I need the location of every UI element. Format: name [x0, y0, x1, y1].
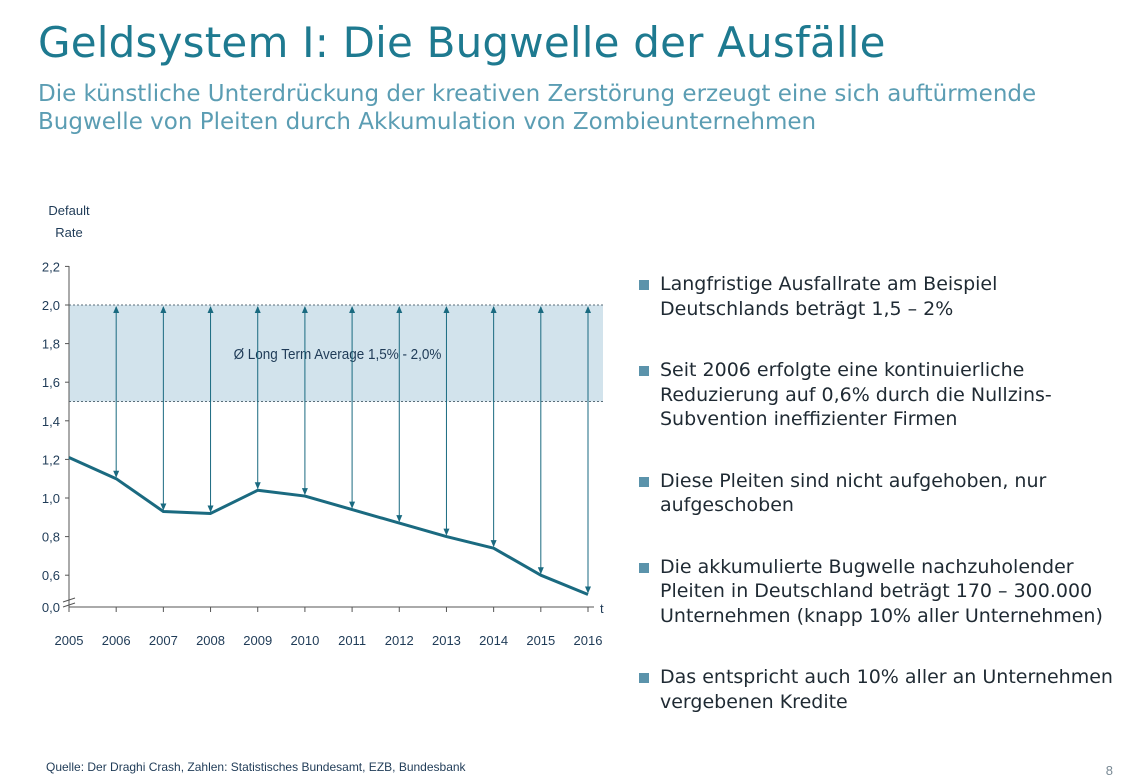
- y-tick-label: 1,4: [42, 414, 60, 429]
- gap-arrow: [396, 306, 403, 523]
- bullet-text: Langfristige Ausfallrate am Beispiel Deu…: [660, 273, 998, 320]
- bullet-item: Langfristige Ausfallrate am Beispiel Deu…: [638, 272, 1118, 321]
- x-axis-label: t: [600, 601, 604, 616]
- y-tick-label: 1,0: [42, 491, 60, 506]
- x-tick-label: 2011: [338, 633, 366, 648]
- bullet-text: Die akkumulierte Bugwelle nachzuholender…: [660, 555, 1103, 627]
- long-term-average-band: [69, 305, 603, 402]
- x-tick-label: 2009: [243, 633, 272, 648]
- default-rate-series-line: [68, 456, 589, 596]
- y-tick-label: 1,8: [42, 337, 60, 352]
- bullet-item: Die akkumulierte Bugwelle nachzuholender…: [638, 555, 1118, 629]
- bullet-square-icon: [639, 280, 649, 290]
- y-tick-group: 2,2 2,0 1,8 1,6 1,4 1,2 1,0 0,8 0,6 0,0: [42, 259, 69, 615]
- y-tick-label: 0,8: [42, 530, 60, 545]
- default-rate-chart: Default Rate Ø Long Term Average 1,5% - …: [42, 203, 604, 648]
- x-tick-label: 2006: [102, 633, 131, 648]
- y-tick-label: 2,0: [42, 298, 60, 313]
- x-tick-label: 2014: [479, 633, 508, 648]
- y-tick-label: 0,6: [42, 568, 60, 583]
- gap-arrow: [113, 306, 120, 478]
- y-tick-label: 1,2: [42, 452, 60, 467]
- page-number: 8: [1105, 763, 1113, 778]
- gap-arrow: [443, 306, 450, 536]
- x-tick-label: 2007: [149, 633, 178, 648]
- x-tick-label: 2012: [385, 633, 414, 648]
- gap-arrow: [160, 306, 167, 511]
- bullet-item: Seit 2006 erfolgte eine kontinuierliche …: [638, 358, 1118, 432]
- bullet-item: Diese Pleiten sind nicht aufgehoben, nur…: [638, 469, 1118, 518]
- bullet-text: Diese Pleiten sind nicht aufgehoben, nur…: [660, 469, 1047, 517]
- gap-arrow: [207, 306, 214, 513]
- x-tick-group: 2005 2006 2007 2008 2009 2010 2011 2012 2013 2014…: [55, 607, 603, 648]
- x-tick-label: 2008: [196, 633, 225, 648]
- y-axis-label-line2: Rate: [55, 225, 82, 240]
- gap-arrow: [254, 306, 261, 490]
- bullet-square-icon: [639, 366, 649, 376]
- bullet-text: Seit 2006 erfolgte eine kontinuierliche …: [660, 359, 1052, 430]
- slide-title: Geldsystem I: Die Bugwelle der Ausfälle: [38, 18, 886, 67]
- bullet-square-icon: [639, 562, 649, 573]
- arrow-group: [113, 306, 591, 594]
- source-note: Quelle: Der Draghi Crash, Zahlen: Statis…: [46, 760, 466, 774]
- y-axis-label-line1: Default: [48, 203, 90, 218]
- gap-arrow: [585, 306, 591, 594]
- bullet-square-icon: [639, 673, 649, 683]
- x-tick-label: 2016: [574, 633, 603, 648]
- x-tick-label: 2005: [55, 633, 84, 648]
- x-tick-label: 2013: [432, 633, 461, 648]
- bullet-item: Das entspricht auch 10% aller an Unterne…: [638, 665, 1118, 714]
- y-tick-label: 2,2: [42, 259, 60, 274]
- band-label: Ø Long Term Average 1,5% - 2,0%: [234, 346, 442, 363]
- gap-arrow: [537, 306, 544, 575]
- x-tick-label: 2010: [290, 633, 319, 648]
- bullet-list: Langfristige Ausfallrate am Beispiel Deu…: [638, 272, 1118, 714]
- axis-break-icon: [62, 597, 76, 608]
- y-tick-label: 1,6: [42, 375, 60, 390]
- slide-subtitle: Die künstliche Unterdrückung der kreativ…: [38, 81, 1037, 135]
- gap-arrow: [301, 306, 308, 496]
- x-tick-label: 2015: [526, 633, 555, 648]
- bullet-square-icon: [639, 476, 649, 487]
- gap-arrow: [490, 306, 497, 548]
- bullet-text: Das entspricht auch 10% aller an Unterne…: [660, 666, 1113, 713]
- gap-arrow: [349, 306, 356, 509]
- y-tick-label: 0,0: [42, 600, 60, 615]
